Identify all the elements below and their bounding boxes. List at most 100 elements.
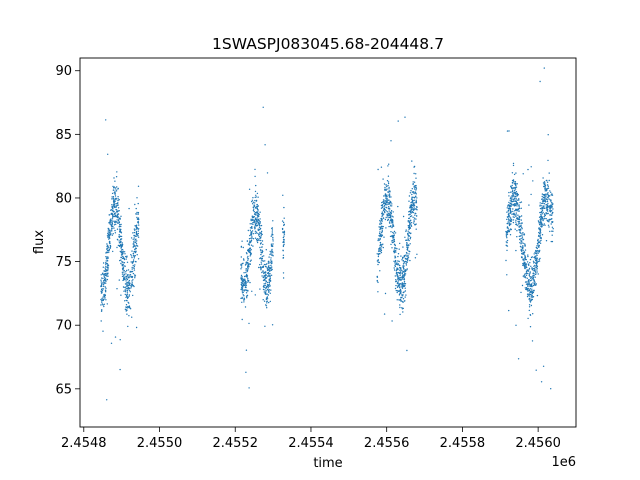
data-point — [118, 279, 121, 281]
data-point — [531, 267, 533, 269]
data-point — [115, 209, 118, 211]
data-point — [545, 188, 547, 191]
data-point — [398, 248, 400, 250]
data-point — [267, 261, 269, 263]
data-point — [390, 210, 393, 212]
data-point — [272, 238, 274, 240]
data-point — [128, 207, 130, 210]
data-point — [524, 243, 526, 245]
data-point — [134, 247, 137, 249]
data-point — [394, 243, 396, 246]
data-point — [255, 199, 258, 202]
data-point — [376, 253, 378, 255]
data-point — [544, 184, 546, 186]
data-point — [526, 289, 528, 291]
data-point — [257, 196, 259, 198]
data-point — [393, 232, 395, 234]
data-point — [128, 287, 130, 289]
data-point — [396, 299, 398, 301]
data-point — [541, 213, 543, 215]
data-point — [539, 249, 541, 252]
data-point — [521, 228, 523, 230]
data-point — [399, 273, 402, 275]
data-point — [131, 280, 133, 282]
data-point — [114, 220, 117, 222]
data-point — [520, 256, 523, 259]
data-point — [404, 287, 406, 289]
data-point — [254, 225, 256, 227]
data-point — [524, 249, 527, 251]
data-point — [105, 265, 107, 267]
data-point — [125, 258, 127, 260]
data-point — [411, 188, 413, 190]
data-point — [533, 253, 535, 255]
data-point — [132, 279, 134, 281]
data-point — [527, 281, 529, 283]
data-point — [255, 224, 257, 226]
data-point — [131, 276, 134, 278]
data-point — [533, 280, 535, 282]
data-point — [393, 249, 395, 251]
y-axis-label: flux — [32, 230, 47, 254]
data-point — [256, 217, 258, 219]
data-point — [118, 221, 121, 224]
data-point — [388, 188, 390, 190]
data-point — [381, 229, 383, 231]
data-point — [268, 289, 270, 291]
data-point — [105, 282, 107, 284]
data-point — [410, 198, 413, 200]
data-point — [387, 203, 389, 205]
data-point — [545, 218, 547, 220]
data-point — [385, 195, 387, 197]
data-point — [389, 195, 391, 197]
data-point — [395, 249, 397, 252]
data-point — [114, 229, 116, 232]
data-point — [541, 195, 543, 198]
data-point — [545, 204, 547, 206]
data-point — [100, 320, 102, 322]
data-point — [511, 181, 514, 184]
data-point — [271, 227, 274, 229]
data-point — [384, 292, 387, 295]
data-point — [133, 245, 135, 247]
data-point — [505, 259, 507, 262]
data-point — [123, 290, 125, 292]
data-point — [135, 228, 137, 230]
data-point — [106, 249, 109, 252]
data-point — [105, 270, 107, 272]
data-point — [134, 225, 136, 227]
data-point — [384, 218, 387, 221]
data-point — [133, 285, 135, 288]
data-point — [415, 188, 418, 190]
data-point — [389, 205, 392, 207]
data-point — [406, 242, 408, 244]
data-point — [413, 172, 415, 175]
data-point — [379, 238, 381, 240]
data-point — [409, 222, 411, 224]
data-point — [534, 273, 537, 276]
data-point — [516, 209, 519, 211]
data-point — [532, 268, 535, 270]
data-point — [525, 265, 527, 267]
data-point — [529, 292, 531, 294]
data-point — [263, 291, 265, 293]
y-tick-label: 85 — [55, 128, 72, 143]
data-point — [406, 248, 409, 250]
data-point — [381, 201, 383, 204]
data-point — [509, 202, 512, 205]
data-point — [528, 267, 531, 270]
data-point — [533, 282, 536, 285]
data-point — [409, 238, 411, 240]
data-point — [539, 207, 542, 210]
data-point — [111, 218, 114, 220]
data-point — [281, 220, 284, 222]
data-point — [107, 256, 109, 258]
data-point — [250, 239, 253, 241]
data-point — [519, 242, 521, 244]
data-point — [392, 224, 395, 226]
data-point — [124, 308, 127, 310]
data-point — [103, 303, 106, 305]
data-point — [283, 206, 285, 209]
data-point — [513, 216, 515, 218]
